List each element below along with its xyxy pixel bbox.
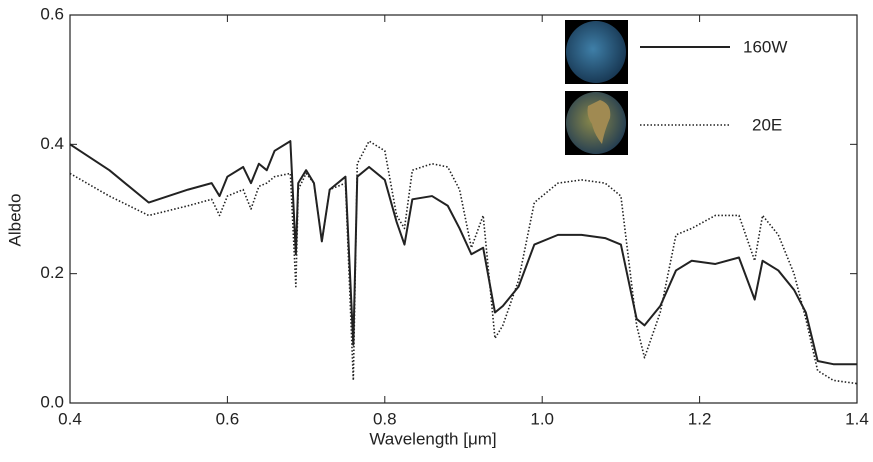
x-tick-label: 1.0 bbox=[530, 409, 554, 428]
x-axis-label: Wavelength [μm] bbox=[369, 429, 496, 448]
legend bbox=[565, 20, 628, 155]
x-tick-label: 1.2 bbox=[688, 409, 712, 428]
x-tick-label: 0.6 bbox=[216, 409, 240, 428]
series-line bbox=[69, 140, 857, 366]
x-tick-label: 1.4 bbox=[845, 409, 869, 428]
series-line bbox=[69, 140, 858, 385]
x-tick-label: 0.8 bbox=[373, 409, 397, 428]
legend-label: 20E bbox=[752, 115, 782, 134]
y-axis-label: Albedo bbox=[5, 194, 24, 247]
y-tick-label: 0.6 bbox=[40, 4, 64, 23]
legend-icon bbox=[587, 100, 611, 144]
y-tick-label: 0.4 bbox=[40, 134, 64, 153]
y-tick-label: 0.0 bbox=[40, 392, 64, 411]
legend-label: 160W bbox=[743, 37, 787, 56]
y-tick-label: 0.2 bbox=[40, 263, 64, 282]
legend-icon bbox=[566, 21, 626, 83]
x-tick-label: 0.4 bbox=[58, 409, 82, 428]
plot-frame bbox=[69, 14, 858, 404]
